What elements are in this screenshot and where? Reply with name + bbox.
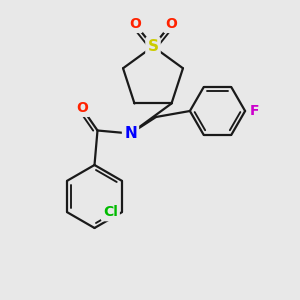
Text: O: O bbox=[129, 17, 141, 31]
Text: S: S bbox=[148, 39, 158, 54]
Text: O: O bbox=[76, 101, 88, 115]
Text: Cl: Cl bbox=[103, 205, 118, 219]
Text: N: N bbox=[124, 126, 137, 141]
Text: F: F bbox=[249, 104, 259, 118]
Text: O: O bbox=[165, 17, 177, 31]
